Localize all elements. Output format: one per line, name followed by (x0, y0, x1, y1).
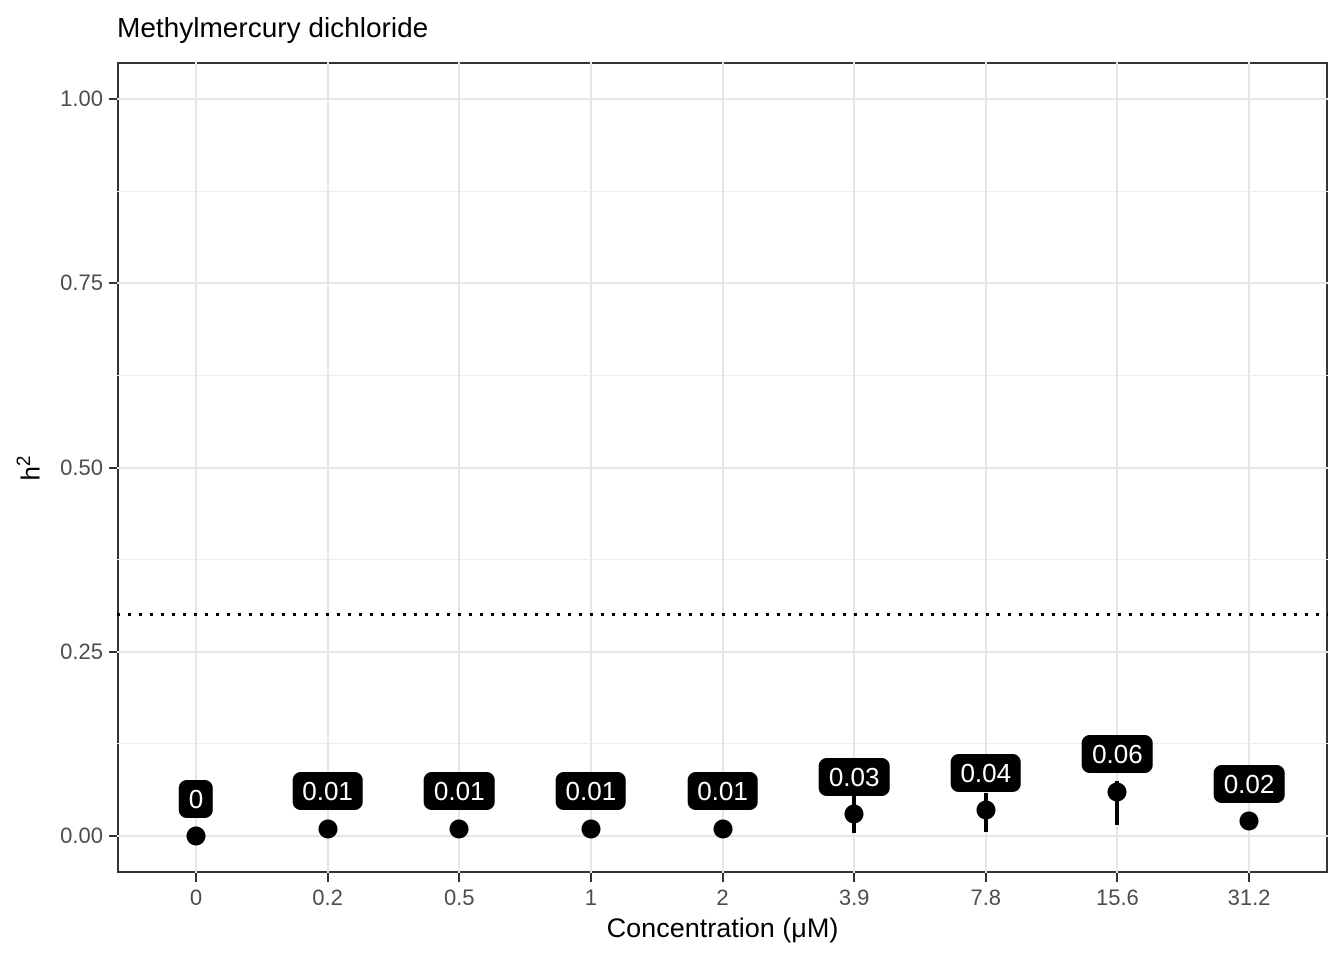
x-tick-label: 3.9 (838, 885, 870, 910)
data-point-label: 0.01 (292, 772, 363, 811)
gridline-vertical-major (1248, 62, 1251, 873)
data-point-label: 0.06 (1082, 735, 1153, 774)
x-tick-label: 2 (716, 885, 729, 910)
x-axis-tick (1116, 873, 1119, 882)
gridline-vertical-major (1116, 62, 1119, 873)
data-point-label: 0.04 (950, 753, 1022, 792)
gridline-vertical-major (326, 62, 329, 873)
x-axis-tick (589, 873, 592, 882)
x-axis-tick (1248, 873, 1251, 882)
data-point (844, 804, 864, 824)
y-tick-label: 0.00 (60, 823, 103, 849)
x-tick-label: 7.8 (970, 885, 1002, 910)
reference-line (117, 613, 1328, 617)
y-axis-tick (109, 835, 117, 838)
data-point (1107, 782, 1127, 802)
x-axis-tick (984, 873, 987, 882)
gridline-vertical-major (589, 62, 592, 873)
data-point (186, 826, 206, 846)
x-tick-label: 0.2 (312, 885, 343, 910)
x-axis-tick (458, 873, 461, 882)
error-bar (1115, 780, 1120, 826)
gridline-vertical-major (194, 62, 197, 873)
x-axis-tick (721, 873, 724, 882)
x-axis-tick (326, 873, 329, 882)
data-point (581, 819, 601, 839)
data-point (449, 819, 469, 839)
x-tick-label: 15.6 (1095, 885, 1139, 910)
x-axis-tick (194, 873, 197, 882)
data-point-label: 0.01 (423, 772, 495, 811)
y-axis-tick (109, 97, 117, 100)
y-tick-label: 0.50 (60, 454, 103, 480)
gridline-vertical-major (721, 62, 724, 873)
x-tick-label: 0.5 (443, 885, 475, 910)
data-point (976, 800, 996, 820)
x-tick-label: 0 (189, 885, 203, 910)
y-axis-tick (109, 650, 117, 653)
x-axis-tick (853, 873, 856, 882)
y-tick-label: 0.25 (60, 638, 103, 664)
data-point (1239, 811, 1259, 831)
x-axis-title: Concentration (μM) (606, 913, 839, 943)
x-tick-label: 31.2 (1227, 885, 1271, 910)
y-axis-tick (109, 466, 117, 469)
chart-title: Methylmercury dichloride (117, 12, 429, 43)
x-tick-label: 1 (584, 885, 597, 910)
data-point-label: 0.01 (687, 772, 758, 811)
y-axis-tick (109, 282, 117, 285)
data-point (318, 819, 338, 839)
y-tick-label: 0.75 (60, 270, 103, 296)
gridline-vertical-major (853, 62, 856, 873)
data-point-label: 0.03 (818, 757, 890, 796)
data-point-label: 0 (178, 779, 214, 818)
data-point-label: 0.02 (1213, 764, 1285, 803)
y-tick-label: 1.00 (60, 85, 103, 111)
gridline-vertical-major (458, 62, 461, 873)
data-point-label: 0.01 (555, 772, 627, 811)
data-point (713, 819, 732, 839)
gridline-vertical-major (984, 62, 987, 873)
